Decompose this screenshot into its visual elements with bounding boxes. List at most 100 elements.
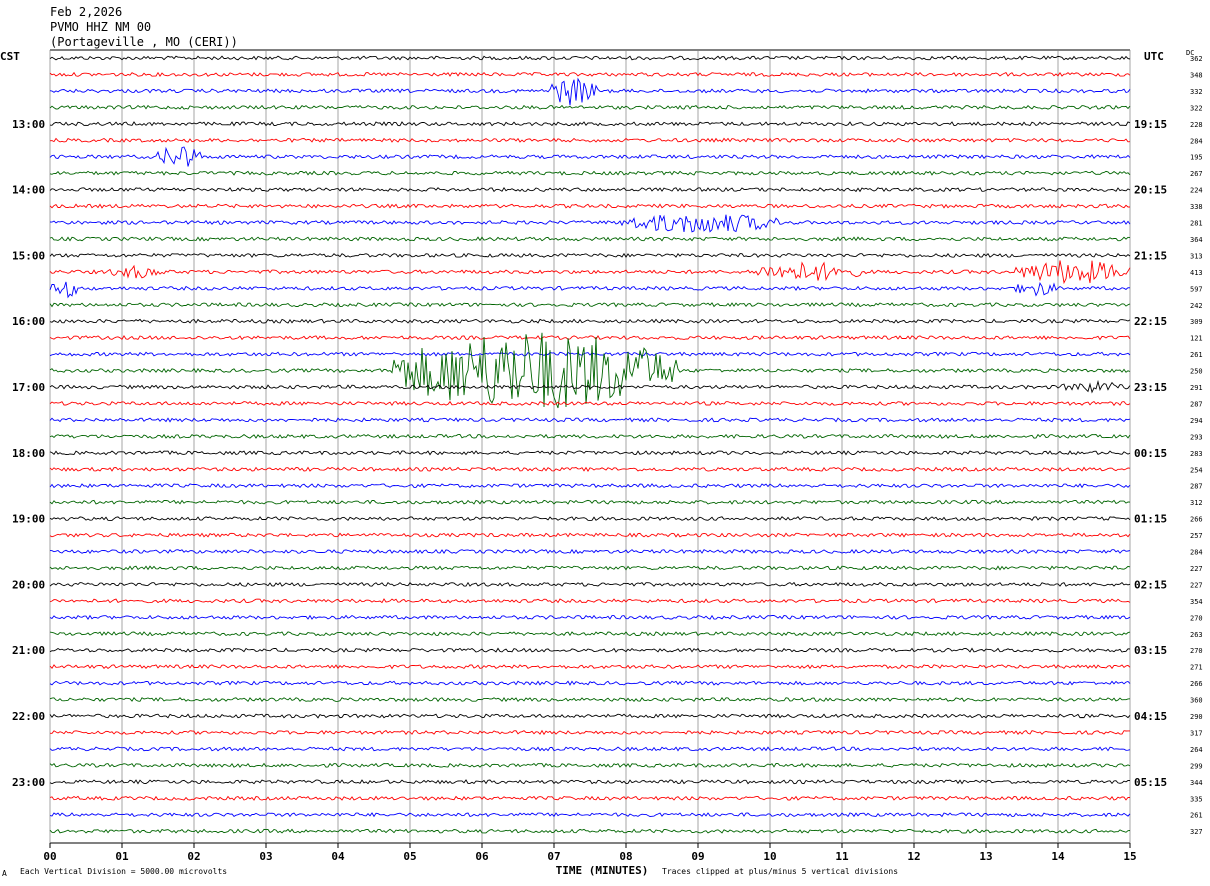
x-axis-ticks: 00 01 02 03 04 05 06 07 08 09 10 11 12 13 14 15 [43, 843, 1137, 863]
x-tick-label: 13 [979, 850, 992, 863]
left-hour-label: 21:00 [12, 644, 45, 657]
dc-offset-label: 294 [1190, 417, 1203, 425]
x-tick-label: 00 [43, 850, 56, 863]
dc-offset-label: 261 [1190, 351, 1203, 359]
trace-line [49, 532, 1131, 538]
left-hour-label: 22:00 [12, 710, 45, 723]
trace-line [49, 828, 1131, 834]
dc-offset-label: 362 [1190, 55, 1203, 63]
station-code: PVMO HHZ NM 00 [50, 20, 152, 34]
clip-note: Traces clipped at plus/minus 5 vertical … [662, 867, 899, 876]
dc-offset-label: 313 [1190, 252, 1203, 260]
x-tick-label: 03 [259, 850, 272, 863]
trace-line [49, 713, 1131, 719]
trace-line [49, 71, 1131, 77]
left-hour-label: 20:00 [12, 578, 45, 591]
trace-line [49, 77, 1131, 106]
right-hour-label: 19:15 [1134, 118, 1167, 131]
x-tick-label: 01 [115, 850, 129, 863]
dc-offset-label: 293 [1190, 433, 1203, 441]
dc-offset-label: 267 [1190, 170, 1203, 178]
trace-line [49, 614, 1131, 620]
right-hour-label: 03:15 [1134, 644, 1167, 657]
dc-offset-label: 287 [1190, 483, 1203, 491]
dc-offset-label: 413 [1190, 269, 1203, 277]
trace-line [49, 746, 1131, 752]
dc-offset-label: 344 [1190, 779, 1203, 787]
dc-offset-label: 291 [1190, 384, 1203, 392]
trace-line [49, 483, 1131, 489]
x-tick-label: 07 [547, 850, 560, 863]
trace-line [49, 332, 1131, 409]
trace-line [49, 104, 1131, 110]
dc-offset-label: 270 [1190, 647, 1203, 655]
dc-offset-label: 264 [1190, 746, 1203, 754]
dc-offset-label: 317 [1190, 729, 1203, 737]
trace-line [49, 450, 1131, 456]
right-hour-label: 04:15 [1134, 710, 1167, 723]
trace-line [49, 548, 1131, 555]
trace-line [49, 664, 1131, 670]
right-hour-label: 00:15 [1134, 447, 1167, 460]
left-hour-label: 19:00 [12, 513, 45, 526]
right-hour-label: 23:15 [1134, 381, 1167, 394]
trace-line [49, 516, 1131, 522]
trace-line [49, 795, 1131, 801]
dc-offset-label: 195 [1190, 154, 1203, 162]
plot-date: Feb 2,2026 [50, 5, 123, 19]
trace-line [49, 252, 1131, 259]
dc-offset-label: 283 [1190, 450, 1203, 458]
dc-offset-label: 271 [1190, 664, 1203, 672]
dc-offset-label: 270 [1190, 614, 1203, 622]
trace-line [49, 170, 1131, 176]
dc-offset-label: 322 [1190, 104, 1203, 112]
left-hour-labels: 13:00 14:00 15:00 16:00 17:00 18:00 19:00 20:00… [12, 118, 45, 789]
dc-offset-label: 364 [1190, 236, 1203, 244]
right-hour-label: 22:15 [1134, 315, 1167, 328]
left-hour-label: 23:00 [12, 776, 45, 789]
minute-grid [49, 49, 1131, 844]
dc-offset-label: 597 [1190, 285, 1203, 293]
x-tick-label: 10 [763, 850, 776, 863]
trace-line [49, 581, 1131, 587]
x-tick-label: 05 [403, 850, 416, 863]
trace-line [49, 697, 1131, 703]
trace-line [49, 433, 1131, 439]
trace-line [49, 137, 1131, 143]
dc-offset-label: 266 [1190, 680, 1203, 688]
scale-note: Each Vertical Division = 5000.00 microvo… [20, 867, 228, 876]
seismic-traces [49, 55, 1131, 834]
trace-line [49, 236, 1131, 242]
right-timezone-label: UTC [1144, 50, 1164, 63]
trace-line [49, 680, 1131, 686]
left-hour-label: 13:00 [12, 118, 45, 131]
dc-offset-label: 354 [1190, 598, 1203, 606]
trace-line [49, 631, 1131, 637]
dc-offset-label: 281 [1190, 220, 1203, 228]
trace-line [49, 186, 1131, 193]
x-tick-label: 12 [907, 850, 920, 863]
left-hour-label: 16:00 [12, 315, 45, 328]
trace-line [49, 351, 1131, 357]
dc-offset-label: 261 [1190, 812, 1203, 820]
dc-offset-label: 309 [1190, 318, 1203, 326]
dc-offset-label: 224 [1190, 187, 1203, 195]
dc-offset-label: 332 [1190, 88, 1203, 96]
dc-offset-label: 227 [1190, 565, 1203, 573]
dc-offset-label: 312 [1190, 499, 1203, 507]
dc-offset-label: 327 [1190, 828, 1203, 836]
x-tick-label: 11 [835, 850, 849, 863]
x-tick-label: 14 [1051, 850, 1065, 863]
right-hour-label: 20:15 [1134, 184, 1167, 197]
x-axis-label: TIME (MINUTES) [556, 864, 649, 877]
dc-offset-label: 266 [1190, 516, 1203, 524]
trace-line [49, 729, 1130, 736]
dc-offset-label: 250 [1190, 368, 1203, 376]
trace-line [49, 121, 1131, 127]
trace-line [49, 812, 1131, 818]
trace-line [49, 55, 1131, 61]
x-tick-label: 15 [1123, 850, 1136, 863]
left-timezone-label: CST [0, 50, 20, 63]
dc-offset-label: 263 [1190, 631, 1203, 639]
trace-line [49, 146, 1131, 167]
